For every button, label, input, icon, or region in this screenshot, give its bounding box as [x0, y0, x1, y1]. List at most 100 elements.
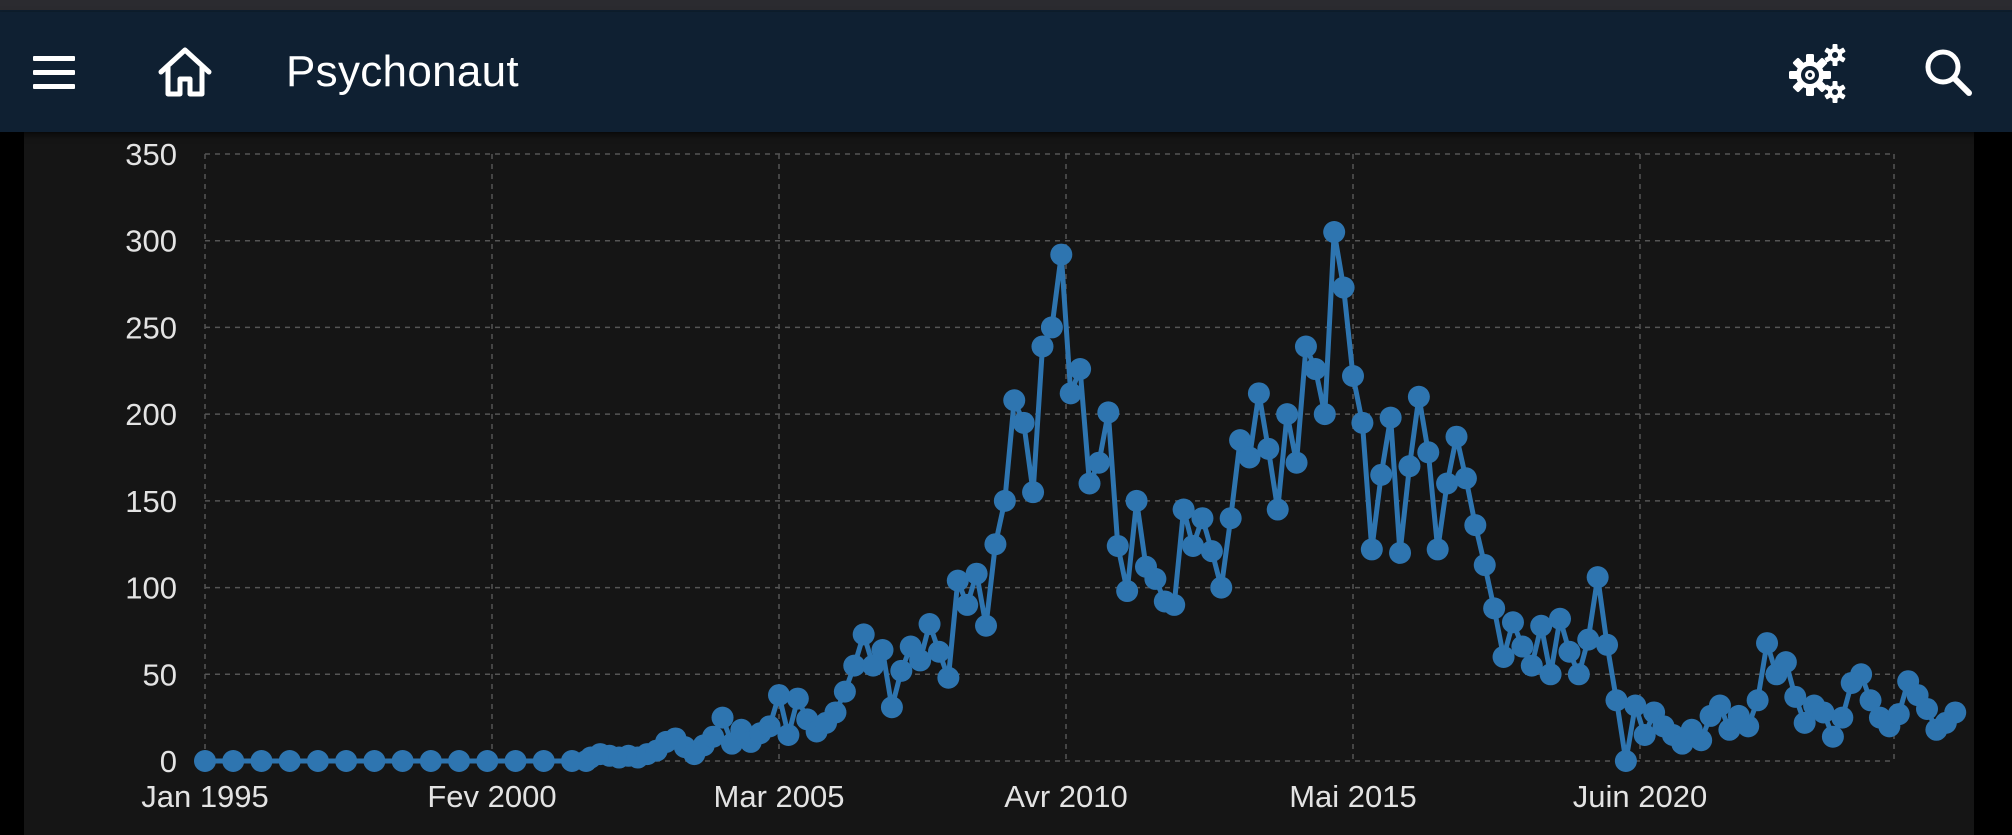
data-point [777, 723, 800, 746]
data-point [1614, 750, 1637, 772]
y-tick-label: 200 [125, 397, 177, 432]
chart-card: 0 50 100 150 200 250 300 350 Jan 1995 Fev 2000 Ma… [24, 132, 1974, 835]
data-point [1266, 498, 1289, 521]
data-point [1360, 538, 1383, 561]
data-point [476, 750, 499, 772]
chart-grid [204, 153, 1895, 762]
data-point [946, 569, 969, 592]
x-tick-label: Fev 2000 [427, 779, 556, 814]
menu-button[interactable] [16, 34, 92, 110]
data-point [1624, 694, 1647, 717]
data-point [1125, 489, 1148, 512]
data-point [1163, 593, 1186, 616]
data-point [1501, 611, 1524, 634]
x-tick-label: Juin 2020 [1573, 779, 1707, 814]
data-point [1172, 498, 1195, 521]
data-point [1342, 364, 1364, 387]
data-point [758, 715, 781, 738]
data-point [1116, 580, 1139, 603]
line-chart: 0 50 100 150 200 250 300 350 Jan 1995 Fev 2000 Ma… [125, 137, 1967, 814]
data-point [1332, 276, 1355, 299]
data-point [1850, 663, 1873, 686]
data-point [1379, 406, 1402, 429]
data-point [909, 649, 932, 672]
data-point [852, 623, 875, 646]
data-point [975, 614, 998, 637]
data-point [1690, 729, 1713, 752]
data-point [1078, 472, 1101, 495]
data-point [843, 654, 866, 677]
data-point [1398, 455, 1421, 478]
data-point [1859, 689, 1882, 712]
page-title: Psychonaut [286, 47, 519, 96]
y-tick-label: 250 [125, 310, 177, 345]
data-point [1210, 576, 1233, 599]
data-point [1746, 689, 1769, 712]
data-point [335, 750, 358, 772]
data-point [786, 687, 809, 710]
x-tick-label: Jan 1995 [141, 779, 269, 814]
data-point [1577, 628, 1600, 651]
status-strip [0, 0, 2012, 12]
data-point [1549, 607, 1572, 630]
data-point [1887, 703, 1910, 726]
data-point [1059, 382, 1082, 405]
data-point [1012, 411, 1035, 434]
data-point [880, 696, 903, 719]
data-point [1087, 451, 1110, 474]
data-point [1294, 335, 1317, 358]
y-tick-label: 50 [143, 657, 177, 692]
data-point [1784, 685, 1807, 708]
data-point [1323, 221, 1346, 244]
data-point [306, 750, 329, 772]
data-point [1040, 316, 1063, 339]
data-point [1793, 711, 1816, 734]
data-point [1774, 651, 1797, 674]
data-point [702, 725, 725, 748]
x-tick-label: Mar 2005 [714, 779, 845, 814]
data-point [1520, 654, 1543, 677]
data-point [1276, 403, 1299, 426]
data-point [1050, 243, 1073, 266]
data-point [918, 612, 941, 635]
data-point [1454, 467, 1477, 490]
data-point [1351, 411, 1374, 434]
data-point [956, 593, 979, 616]
data-point [1539, 663, 1562, 686]
y-tick-label: 0 [160, 744, 177, 779]
y-tick-label: 350 [125, 137, 177, 172]
data-point [1483, 597, 1506, 620]
home-icon [158, 47, 212, 97]
data-point [1633, 723, 1656, 746]
data-point [419, 750, 442, 772]
data-point [222, 750, 245, 772]
data-point [1003, 389, 1026, 412]
data-point [1219, 507, 1242, 530]
data-point [1304, 358, 1327, 381]
data-point [1558, 640, 1581, 663]
data-point [194, 750, 216, 772]
search-icon [1925, 49, 1972, 96]
data-point [1191, 507, 1214, 530]
data-point [1464, 514, 1487, 537]
search-button[interactable] [1910, 34, 1986, 110]
status-strip-divider [0, 10, 2012, 12]
data-point [1530, 614, 1553, 637]
data-point [965, 562, 988, 585]
data-point [1944, 701, 1967, 724]
data-point [1238, 446, 1261, 469]
data-point [890, 659, 913, 682]
data-point [1313, 403, 1336, 426]
data-point [1031, 335, 1054, 358]
data-point [824, 701, 847, 724]
settings-button[interactable] [1779, 34, 1855, 110]
data-point [1182, 534, 1205, 557]
data-point [1567, 663, 1590, 686]
data-point [1436, 472, 1459, 495]
home-button[interactable] [147, 34, 223, 110]
data-point [1417, 441, 1440, 464]
data-point [1106, 534, 1129, 557]
data-point [1586, 566, 1609, 589]
data-point [1445, 425, 1468, 448]
data-point [984, 533, 1007, 556]
